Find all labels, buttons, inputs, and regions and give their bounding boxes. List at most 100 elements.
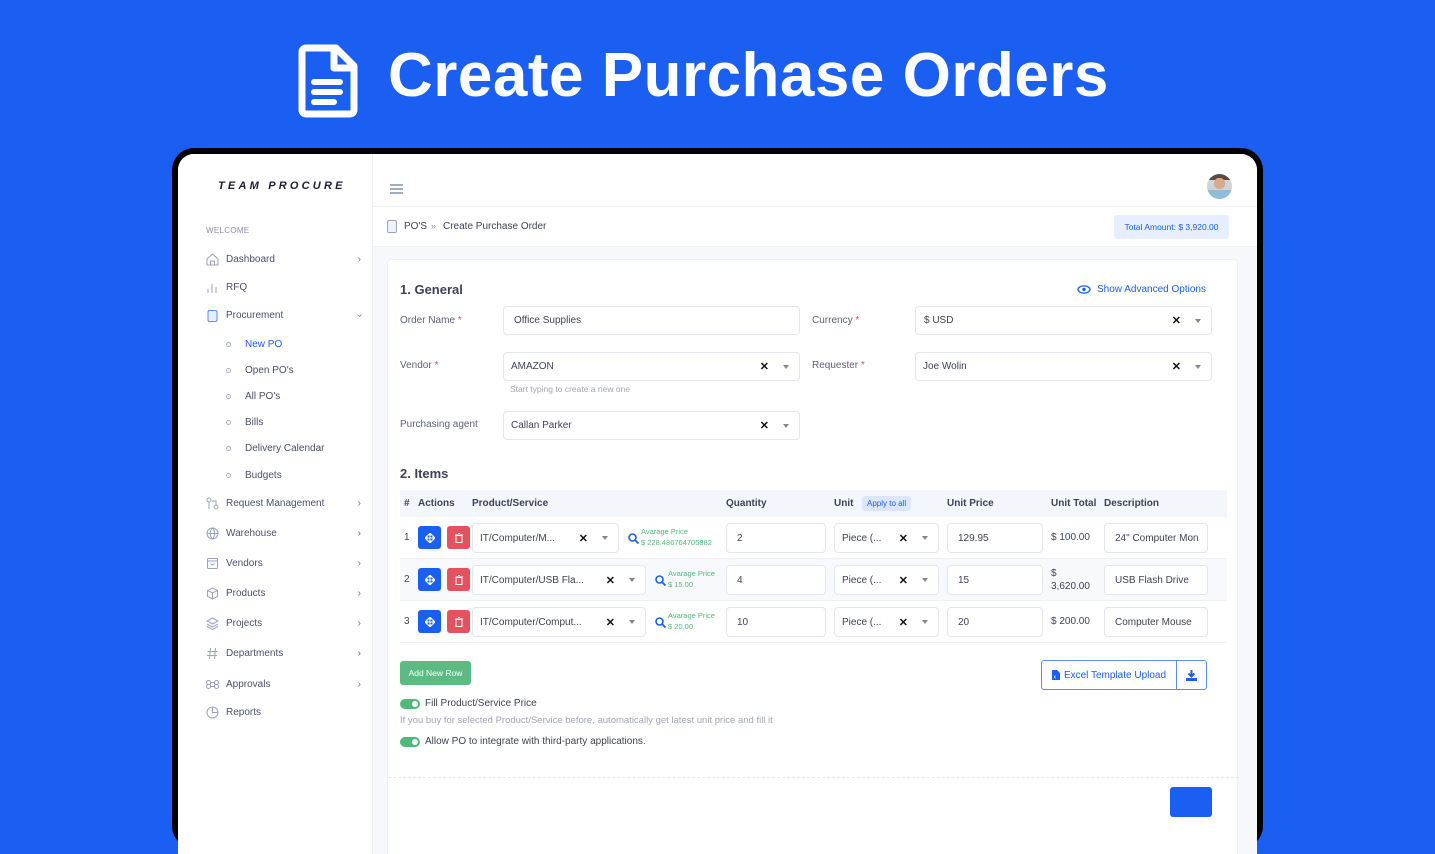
quantity-input[interactable]: 2	[726, 523, 826, 553]
description-input[interactable]: USB Flash Drive	[1104, 565, 1208, 595]
row-number: 3	[404, 616, 410, 627]
caret-down-icon[interactable]	[1195, 364, 1201, 369]
description-input[interactable]: 24" Computer Mon	[1104, 523, 1208, 553]
vendor-select[interactable]: AMAZON ✕	[503, 352, 800, 381]
hero-title: Create Purchase Orders	[388, 41, 1109, 110]
sidebar-subitem-delivery-calendar[interactable]: Delivery Calendar	[226, 439, 324, 457]
hamburger-menu-icon[interactable]	[390, 181, 403, 194]
clear-icon[interactable]: ✕	[898, 574, 908, 587]
search-icon[interactable]	[655, 573, 667, 591]
caret-down-icon[interactable]	[1195, 318, 1201, 323]
sidebar-item-products[interactable]: Products ›	[206, 583, 361, 603]
delete-row-button[interactable]	[447, 526, 470, 549]
clear-icon[interactable]: ✕	[605, 616, 615, 629]
breadcrumb: PO'S » Create Purchase Order Total Amoun…	[373, 207, 1257, 247]
unit-select[interactable]: Piece (... ✕	[834, 607, 939, 637]
caret-down-icon[interactable]	[602, 536, 608, 540]
clear-icon[interactable]: ✕	[759, 361, 769, 373]
col-unit: Unit	[834, 498, 854, 509]
bullet-icon	[226, 419, 231, 425]
chevron-right-icon: ›	[357, 617, 361, 629]
product-select[interactable]: IT/Computer/M... ✕	[472, 523, 619, 553]
bullet-icon	[226, 341, 231, 347]
unit-price-input[interactable]: 129.95	[947, 523, 1043, 553]
sidebar-item-projects[interactable]: Projects ›	[206, 613, 361, 633]
sidebar-item-label: Request Management	[226, 497, 325, 509]
caret-down-icon[interactable]	[783, 423, 789, 428]
clear-icon[interactable]: ✕	[898, 616, 908, 629]
sidebar-item-approvals[interactable]: Approvals ›	[206, 674, 361, 694]
delete-row-button[interactable]	[447, 610, 470, 633]
unit-select[interactable]: Piece (... ✕	[834, 523, 939, 553]
sidebar-subitem-bills[interactable]: Bills	[226, 413, 263, 431]
sidebar-subitem-label: Open PO's	[245, 364, 294, 376]
clear-icon[interactable]: ✕	[1171, 315, 1181, 327]
clear-icon[interactable]: ✕	[605, 574, 615, 587]
add-new-row-button[interactable]: Add New Row	[400, 661, 471, 685]
clear-icon[interactable]: ✕	[1171, 361, 1181, 373]
excel-template-upload-button[interactable]: x Excel Template Upload	[1042, 661, 1177, 689]
requester-select[interactable]: Joe Wolin ✕	[915, 352, 1212, 381]
bullet-icon	[226, 472, 231, 478]
apply-to-all-button[interactable]: Apply to all	[862, 496, 912, 511]
unit-price-input[interactable]: 20	[947, 607, 1043, 637]
caret-down-icon[interactable]	[629, 620, 635, 624]
move-row-button[interactable]	[418, 610, 441, 633]
unit-price-input[interactable]: 15	[947, 565, 1043, 595]
sidebar-subitem-open-po-s[interactable]: Open PO's	[226, 361, 294, 379]
sidebar-item-dashboard[interactable]: Dashboard ›	[206, 249, 361, 269]
fill-price-toggle[interactable]	[400, 699, 420, 709]
order-name-input[interactable]: Office Supplies	[503, 306, 800, 335]
unit-select[interactable]: Piece (... ✕	[834, 565, 939, 595]
breadcrumb-current: Create Purchase Order	[443, 221, 547, 232]
clear-icon[interactable]: ✕	[759, 420, 769, 432]
sidebar-item-warehouse[interactable]: Warehouse ›	[206, 523, 361, 543]
sidebar-subitem-label: All PO's	[245, 390, 281, 402]
sidebar-subitem-budgets[interactable]: Budgets	[226, 466, 282, 484]
average-price: Avarage Price $ 228.486764705882	[641, 527, 712, 547]
currency-select[interactable]: $ USD ✕	[915, 306, 1212, 335]
sidebar-section-label: WELCOME	[206, 226, 250, 235]
topbar	[373, 154, 1257, 207]
integrate-toggle[interactable]	[400, 737, 420, 747]
download-template-button[interactable]	[1177, 661, 1206, 689]
delete-row-button[interactable]	[447, 568, 470, 591]
search-icon[interactable]	[655, 615, 667, 633]
pie-chart-icon	[206, 706, 219, 719]
quantity-input[interactable]: 4	[726, 565, 826, 595]
caret-down-icon[interactable]	[922, 536, 928, 540]
caret-down-icon[interactable]	[922, 578, 928, 582]
search-icon[interactable]	[628, 531, 640, 549]
product-select[interactable]: IT/Computer/Comput... ✕	[472, 607, 646, 637]
quantity-input[interactable]: 10	[726, 607, 826, 637]
sidebar-item-request-management[interactable]: Request Management ›	[206, 493, 361, 513]
purchasing-agent-select[interactable]: Callan Parker ✕	[503, 411, 800, 440]
description-input[interactable]: Computer Mouse	[1104, 607, 1208, 637]
move-row-button[interactable]	[418, 568, 441, 591]
col-quantity: Quantity	[726, 498, 767, 509]
avatar[interactable]	[1207, 174, 1232, 199]
chevron-right-icon: ›	[357, 587, 361, 599]
product-select[interactable]: IT/Computer/USB Fla... ✕	[472, 565, 646, 595]
sidebar-subitem-new-po[interactable]: New PO	[226, 335, 282, 353]
caret-down-icon[interactable]	[629, 578, 635, 582]
sidebar-item-label: Warehouse	[226, 527, 277, 539]
breadcrumb-root[interactable]: PO'S	[404, 221, 428, 232]
sidebar-item-procurement[interactable]: Procurement ›	[206, 305, 365, 325]
po-form-card: 1. General Show Advanced Options Order N…	[387, 259, 1239, 854]
clear-icon[interactable]: ✕	[898, 532, 908, 545]
move-row-button[interactable]	[418, 526, 441, 549]
sidebar-item-vendors[interactable]: Vendors ›	[206, 553, 361, 573]
sidebar-subitem-label: Bills	[245, 416, 264, 428]
clear-icon[interactable]: ✕	[578, 532, 588, 545]
hash-icon	[206, 647, 219, 660]
show-advanced-options-link[interactable]: Show Advanced Options	[1077, 284, 1206, 295]
sidebar-item-reports[interactable]: Reports	[206, 702, 361, 722]
sidebar-subitem-all-po-s[interactable]: All PO's	[226, 387, 280, 405]
caret-down-icon[interactable]	[783, 364, 789, 369]
sidebar-item-departments[interactable]: Departments ›	[206, 643, 361, 663]
sidebar-item-rfq[interactable]: RFQ	[206, 277, 361, 297]
caret-down-icon[interactable]	[922, 620, 928, 624]
layers-icon	[206, 616, 219, 630]
submit-button[interactable]	[1170, 787, 1212, 817]
